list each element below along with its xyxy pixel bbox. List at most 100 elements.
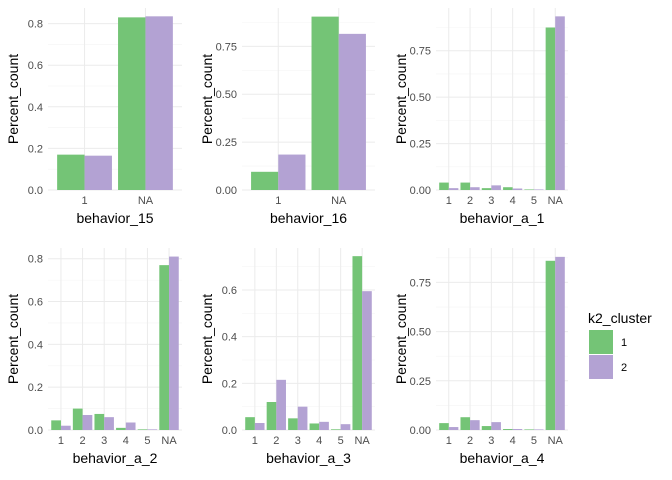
- bar-cluster-2-4: [512, 429, 523, 430]
- y-axis-title: Percent_count: [199, 54, 215, 144]
- x-tick-label: 4: [123, 435, 129, 447]
- bar-cluster-2-4: [512, 188, 523, 190]
- y-tick-label: 0.6: [28, 297, 43, 309]
- bar-cluster-1-4: [503, 187, 513, 190]
- bar-cluster-2-NA: [555, 16, 565, 190]
- chart-panel-2: 0.00 0.25 0.50 0.75 1 NA behavior_16 Percent_co…: [199, 8, 375, 226]
- bar-cluster-1-3: [94, 413, 105, 430]
- x-tick-label: NA: [354, 435, 370, 447]
- x-tick-label: 1: [446, 195, 452, 207]
- y-tick-label: 0.0: [28, 185, 43, 197]
- y-tick-label: 0.50: [216, 89, 237, 101]
- bar-cluster-1-5: [524, 189, 534, 190]
- y-tick-label: 0.8: [28, 254, 43, 266]
- bar-cluster-1-NA: [118, 17, 146, 190]
- x-tick-label: NA: [331, 195, 347, 207]
- y-tick-label: 0.75: [216, 41, 237, 53]
- y-tick-label: 0.50: [410, 92, 431, 104]
- bar-cluster-2-2: [82, 415, 93, 430]
- legend-swatch-1: [589, 330, 613, 354]
- x-tick-label: 5: [531, 435, 537, 447]
- y-axis-title: Percent_count: [393, 54, 409, 144]
- y-tick-label: 0.0: [28, 425, 43, 437]
- x-tick-label: 3: [295, 435, 301, 447]
- bar-cluster-2-4: [125, 422, 136, 430]
- y-tick-label: 0.4: [28, 102, 43, 114]
- y-tick-label: 0.25: [410, 139, 431, 151]
- bar-cluster-1-1: [439, 423, 449, 430]
- bar-cluster-2-2: [470, 420, 480, 430]
- y-tick-label: 0.2: [28, 382, 43, 394]
- bar-cluster-1-3: [481, 426, 492, 430]
- bar-cluster-1-2: [460, 182, 471, 190]
- x-tick-label: 3: [101, 435, 107, 447]
- y-tick-label: 0.4: [28, 339, 43, 351]
- x-tick-label: 2: [80, 435, 86, 447]
- bar-cluster-1-5: [524, 429, 534, 430]
- bar-cluster-1-5: [137, 429, 148, 430]
- x-tick-label: 2: [467, 435, 473, 447]
- x-tick-label: 5: [144, 435, 150, 447]
- legend-label-2: 2: [621, 362, 627, 374]
- y-tick-label: 0.75: [410, 277, 431, 289]
- bar-cluster-1-1: [251, 171, 279, 190]
- bar-cluster-1-1: [51, 420, 61, 430]
- y-tick-label: 0.00: [410, 185, 431, 197]
- y-axis-title: Percent_count: [5, 294, 21, 384]
- x-tick-label: 4: [510, 435, 516, 447]
- x-tick-label: 1: [252, 435, 258, 447]
- x-axis-title: behavior_a_4: [460, 450, 545, 466]
- bar-cluster-1-4: [309, 423, 320, 430]
- chart-panel-1: 0.0 0.2 0.4 0.6 0.8 1 NA behavior_15 Percent_cou…: [5, 8, 182, 226]
- bar-cluster-2-1: [84, 155, 112, 190]
- y-tick-label: 0.50: [410, 327, 431, 339]
- bar-cluster-1-NA: [311, 16, 339, 191]
- legend-label-1: 1: [621, 337, 627, 349]
- x-tick-label: 2: [273, 435, 279, 447]
- bar-cluster-1-2: [266, 402, 277, 430]
- legend-swatch-2: [589, 355, 613, 379]
- x-tick-label: 5: [338, 435, 344, 447]
- bar-cluster-2-2: [276, 379, 286, 430]
- bar-cluster-1-2: [72, 408, 83, 430]
- x-tick-label: NA: [548, 435, 564, 447]
- y-tick-label: 0.25: [410, 376, 431, 388]
- bar-cluster-2-5: [533, 189, 544, 190]
- y-tick-label: 0.00: [216, 185, 237, 197]
- x-tick-label: 3: [488, 195, 494, 207]
- bar-cluster-2-3: [491, 185, 501, 190]
- bar-cluster-2-1: [278, 154, 306, 190]
- x-axis-title: behavior_a_1: [460, 210, 545, 226]
- y-axis-title: Percent_count: [199, 294, 215, 384]
- x-axis-title: behavior_15: [76, 210, 153, 226]
- y-axis-title: Percent_count: [393, 294, 409, 384]
- bar-cluster-2-1: [448, 188, 459, 190]
- bar-cluster-2-NA: [338, 33, 366, 190]
- bar-cluster-2-NA: [145, 16, 173, 190]
- y-axis-title: Percent_count: [5, 54, 21, 144]
- bar-cluster-1-3: [288, 418, 298, 430]
- bar-cluster-1-1: [439, 182, 449, 190]
- bar-cluster-1-4: [503, 429, 513, 430]
- x-tick-label: 4: [316, 435, 322, 447]
- bar-cluster-2-1: [60, 425, 71, 430]
- bar-cluster-2-1: [448, 427, 459, 430]
- x-tick-label: 1: [81, 195, 87, 207]
- bar-cluster-2-5: [533, 429, 544, 430]
- bar-cluster-1-NA: [159, 265, 170, 430]
- y-tick-label: 0.25: [216, 137, 237, 149]
- bar-cluster-2-NA: [362, 291, 372, 430]
- bar-cluster-2-NA: [169, 256, 179, 430]
- bar-cluster-2-NA: [555, 256, 565, 430]
- bar-cluster-1-5: [331, 429, 341, 430]
- bar-cluster-2-5: [147, 429, 158, 430]
- x-tick-label: NA: [161, 435, 177, 447]
- bar-cluster-1-1: [57, 154, 85, 190]
- y-tick-label: 0.4: [222, 332, 237, 344]
- bar-cluster-1-3: [481, 188, 492, 190]
- y-tick-label: 0.6: [222, 285, 237, 297]
- bar-cluster-1-2: [460, 417, 471, 430]
